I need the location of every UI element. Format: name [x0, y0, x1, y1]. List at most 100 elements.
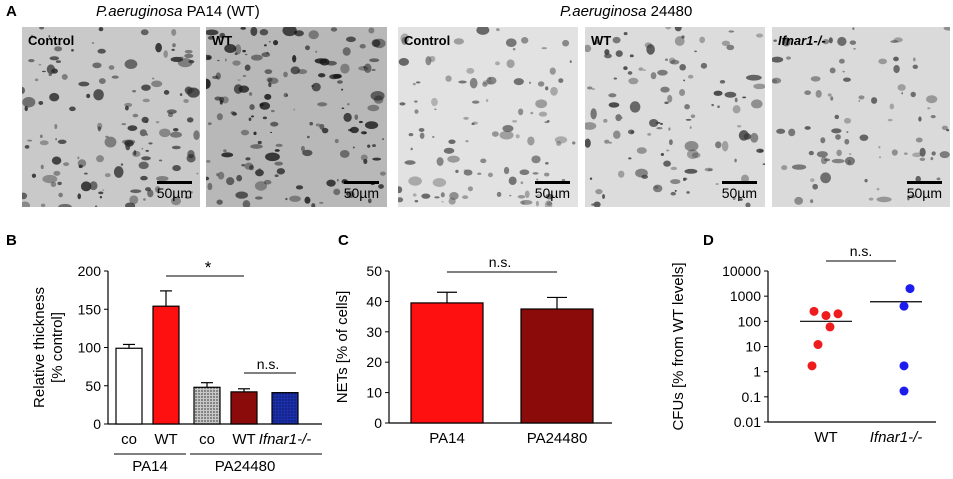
cell-particle	[121, 123, 127, 126]
cell-particle	[111, 75, 119, 79]
cell-particle	[132, 90, 137, 93]
cell-particle	[820, 172, 831, 184]
cell-particle	[170, 131, 182, 138]
cell-particle	[585, 138, 591, 148]
cell-particle	[226, 177, 235, 186]
cell-particle	[737, 125, 742, 128]
cell-particle	[919, 147, 926, 157]
cell-particle	[24, 145, 30, 149]
cell-particle	[627, 71, 633, 75]
cell-particle	[907, 195, 910, 201]
ns-label-c: n.s.	[489, 254, 512, 270]
cell-particle	[734, 97, 738, 103]
cell-particle	[367, 144, 371, 148]
cell-particle	[627, 129, 635, 135]
cell-particle	[145, 187, 152, 192]
cell-particle	[719, 80, 726, 84]
cell-particle	[585, 122, 597, 130]
cell-particle	[40, 203, 46, 207]
cell-particle	[660, 122, 663, 125]
cell-particle	[822, 39, 830, 45]
cell-particle	[615, 50, 623, 57]
cell-particle	[816, 151, 828, 158]
cell-particle	[86, 93, 91, 99]
cell-particle	[170, 196, 181, 206]
cell-particle	[613, 77, 618, 80]
cell-particle	[656, 127, 663, 130]
cell-particle	[646, 44, 655, 55]
cell-particle	[670, 166, 678, 171]
cell-particle	[544, 200, 553, 207]
cell-particle	[613, 130, 621, 139]
y-axis-label: Relative thickness[% control]	[31, 287, 66, 408]
cell-particle	[668, 139, 673, 146]
cell-particle	[71, 48, 74, 52]
cell-particle	[781, 37, 791, 47]
cell-particle	[679, 89, 686, 97]
cell-particle	[193, 130, 200, 141]
cell-particle	[721, 140, 729, 152]
cell-particle	[447, 155, 460, 163]
cell-particle	[843, 77, 851, 82]
cell-particle	[745, 74, 762, 81]
cell-particle	[524, 190, 530, 198]
cell-particle	[827, 93, 832, 97]
cell-particle	[908, 194, 916, 199]
cell-particle	[369, 58, 380, 63]
y-axis-label-line1: Relative thickness	[31, 287, 48, 408]
cell-particle	[274, 149, 280, 152]
cell-particle	[42, 70, 46, 73]
cell-particle	[104, 173, 111, 178]
cell-particle	[219, 32, 226, 39]
y-tick-label: 0	[374, 415, 382, 431]
cell-particle	[742, 96, 747, 99]
cell-particle	[674, 189, 677, 192]
cell-particle	[612, 36, 621, 44]
cell-particle	[441, 201, 444, 203]
cell-particle	[608, 102, 620, 108]
cell-particle	[641, 174, 649, 179]
cell-particle	[333, 188, 341, 196]
cell-particle	[919, 157, 926, 162]
cell-particle	[248, 117, 252, 121]
cell-particle	[311, 203, 316, 207]
cell-particle	[230, 111, 236, 115]
cell-particle	[308, 30, 319, 40]
cell-particle	[241, 163, 245, 167]
panel-a-letter: A	[6, 3, 17, 20]
cell-particle	[337, 80, 343, 84]
cell-particle	[458, 80, 467, 84]
cell-particle	[496, 191, 502, 197]
cell-particle	[130, 189, 142, 194]
cell-particle	[739, 198, 743, 201]
cell-particle	[223, 149, 227, 152]
y-tick-label: 1	[753, 364, 761, 380]
cell-particle	[319, 123, 325, 130]
cell-particle	[270, 131, 273, 134]
cell-particle	[449, 192, 459, 200]
cell-particle	[628, 77, 639, 85]
cell-particle	[686, 191, 690, 194]
cell-particle	[265, 152, 280, 162]
scale-bar-line	[343, 181, 379, 184]
cell-particle	[113, 166, 124, 178]
cell-particle	[715, 141, 722, 149]
cell-particle	[755, 33, 764, 38]
cell-particle	[38, 63, 42, 66]
y-tick-label: 10000	[722, 263, 761, 279]
scale-bar: 50µm	[721, 181, 757, 201]
cell-particle	[732, 105, 741, 114]
cell-particle	[28, 58, 35, 63]
cell-particle	[270, 109, 275, 113]
cell-particle	[380, 171, 386, 176]
cell-particle	[629, 54, 634, 58]
cell-particle	[724, 91, 737, 98]
cell-particle	[77, 156, 80, 160]
cell-particle	[837, 36, 847, 47]
cell-particle	[92, 62, 102, 69]
cell-particle	[158, 159, 163, 162]
cell-particle	[216, 113, 223, 121]
cell-particle	[602, 194, 605, 199]
micrograph-5: Ifnar1-/- 50µm	[772, 27, 950, 207]
cell-particle	[418, 128, 425, 132]
